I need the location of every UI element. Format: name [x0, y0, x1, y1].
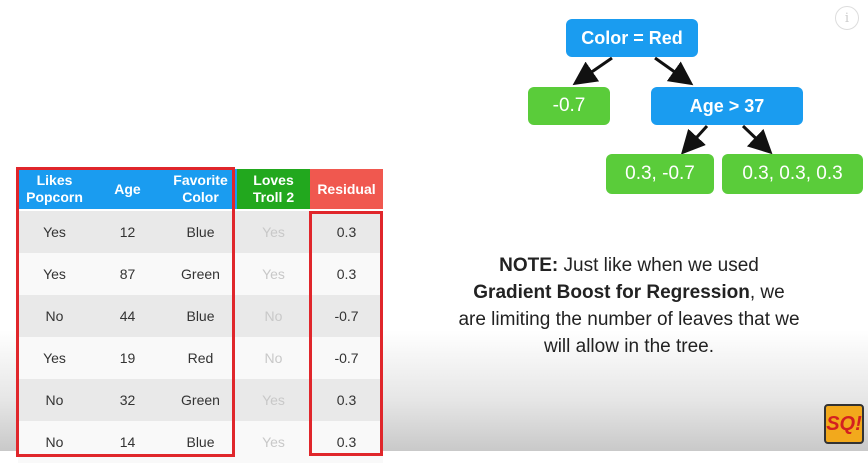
cell-loves-troll-2: Yes: [262, 392, 285, 408]
tree-leaf-left: -0.7: [528, 87, 610, 125]
cell-loves-troll-2: No: [264, 308, 283, 324]
cell-likes-popcorn: No: [45, 434, 64, 450]
cell-age: 44: [119, 308, 136, 324]
features-outline: [16, 167, 235, 457]
cell-residual: 0.3: [336, 434, 357, 450]
cell-age: 14: [119, 434, 136, 450]
cell-loves-troll-2: Yes: [262, 224, 285, 240]
header-residual: Residual: [310, 169, 383, 209]
tree-age-node: Age > 37: [651, 87, 803, 125]
cell-favorite-color: Blue: [186, 224, 215, 240]
info-icon[interactable]: i: [835, 6, 859, 30]
cell-residual: -0.7: [334, 350, 359, 366]
cell-likes-popcorn: Yes: [43, 266, 66, 282]
arrow-root-right: [654, 56, 694, 86]
cell-age: 19: [119, 350, 136, 366]
arrow-age-left: [680, 124, 709, 155]
tree-arrows: [572, 56, 773, 155]
note-part1: Just like when we used: [558, 255, 759, 276]
table-row: Yes 19 Red No -0.7: [18, 337, 383, 379]
cell-residual: 0.3: [336, 392, 357, 408]
cell-likes-popcorn: Yes: [43, 224, 66, 240]
note-label: NOTE:: [499, 255, 559, 276]
cell-favorite-color: Blue: [186, 308, 215, 324]
cell-residual: -0.7: [334, 308, 359, 324]
cell-residual: 0.3: [336, 266, 357, 282]
cell-likes-popcorn: Yes: [43, 350, 66, 366]
tree-leaf-b: 0.3, 0.3, 0.3: [722, 154, 863, 194]
cell-favorite-color: Red: [187, 350, 214, 366]
cell-likes-popcorn: No: [45, 392, 64, 408]
cell-age: 32: [119, 392, 136, 408]
table-row: Yes 12 Blue Yes 0.3: [18, 211, 383, 253]
cell-favorite-color: Green: [181, 392, 220, 408]
cell-loves-troll-2: Yes: [262, 434, 285, 450]
statquest-logo: SQ!: [824, 404, 864, 444]
header-likes-popcorn: Likes Popcorn: [18, 169, 91, 209]
note-bold: Gradient Boost for Regression: [473, 282, 750, 303]
tree-leaf-a: 0.3, -0.7: [606, 154, 714, 194]
cell-age: 12: [119, 224, 136, 240]
tree-root-node: Color = Red: [566, 19, 698, 57]
table-row: No 44 Blue No -0.7: [18, 295, 383, 337]
table-row: Yes 87 Green Yes 0.3: [18, 253, 383, 295]
cell-age: 87: [119, 266, 136, 282]
cell-favorite-color: Green: [181, 266, 220, 282]
residual-outline: [309, 211, 383, 456]
note-text: NOTE: Just like when we used Gradient Bo…: [458, 252, 800, 360]
cell-loves-troll-2: Yes: [262, 266, 285, 282]
header-favorite-color: Favorite Color: [164, 169, 237, 209]
note-part2: , we are limiting the number of leaves t…: [458, 282, 800, 357]
cell-residual: 0.3: [336, 224, 357, 240]
arrow-age-right: [741, 124, 773, 155]
header-age: Age: [91, 169, 164, 209]
cell-favorite-color: Blue: [186, 434, 215, 450]
header-loves-troll-2: Loves Troll 2: [237, 169, 310, 209]
arrow-root-left: [572, 56, 613, 86]
table-row: No 32 Green Yes 0.3: [18, 379, 383, 421]
cell-likes-popcorn: No: [45, 308, 64, 324]
cell-loves-troll-2: No: [264, 350, 283, 366]
